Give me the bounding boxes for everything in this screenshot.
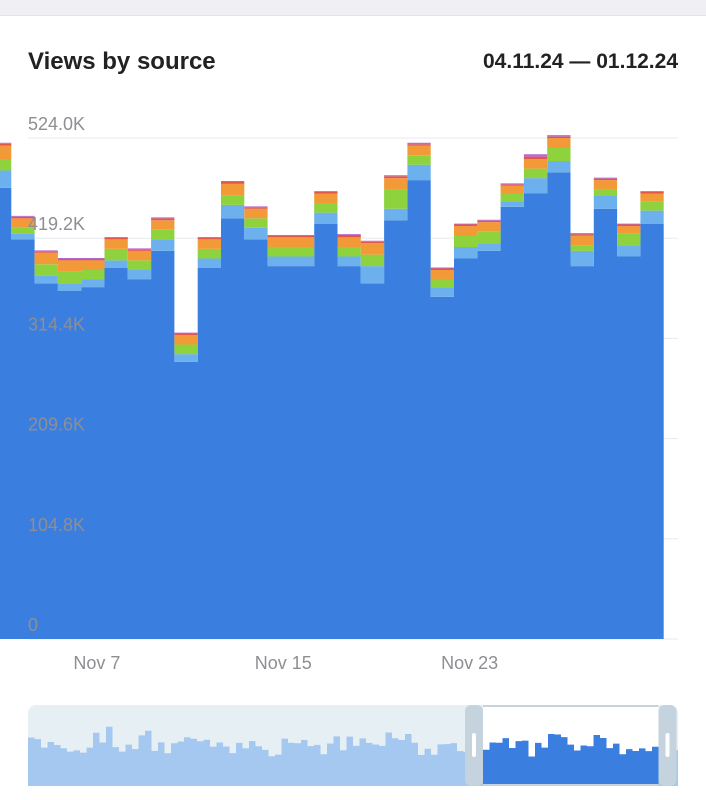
series-area-1 bbox=[0, 172, 664, 639]
x-tick-label: Nov 7 bbox=[73, 653, 120, 673]
y-tick-label: 209.6K bbox=[28, 415, 85, 435]
navigator-window-border bbox=[483, 705, 659, 707]
range-navigator[interactable] bbox=[0, 700, 706, 800]
chart-title: Views by source bbox=[28, 48, 216, 75]
handle-grip-icon bbox=[665, 733, 670, 757]
y-tick-label: 314.4K bbox=[28, 314, 85, 334]
y-tick-label: 419.2K bbox=[28, 214, 85, 234]
x-tick-label: Nov 15 bbox=[255, 653, 312, 673]
x-tick-label: Nov 23 bbox=[441, 653, 498, 673]
top-bar bbox=[0, 0, 706, 16]
y-tick-label: 104.8K bbox=[28, 515, 85, 535]
date-range[interactable]: 04.11.24 — 01.12.24 bbox=[483, 50, 678, 73]
navigator-selected-area bbox=[483, 733, 659, 786]
y-tick-label: 0 bbox=[28, 615, 38, 635]
navigator-window-border bbox=[483, 784, 659, 786]
y-tick-label: 524.0K bbox=[28, 114, 85, 134]
handle-grip-icon bbox=[472, 733, 476, 757]
main-chart[interactable]: 0 104.8K 209.6K 314.4K 419.2K 524.0K Nov 7 Nov … bbox=[0, 100, 706, 680]
